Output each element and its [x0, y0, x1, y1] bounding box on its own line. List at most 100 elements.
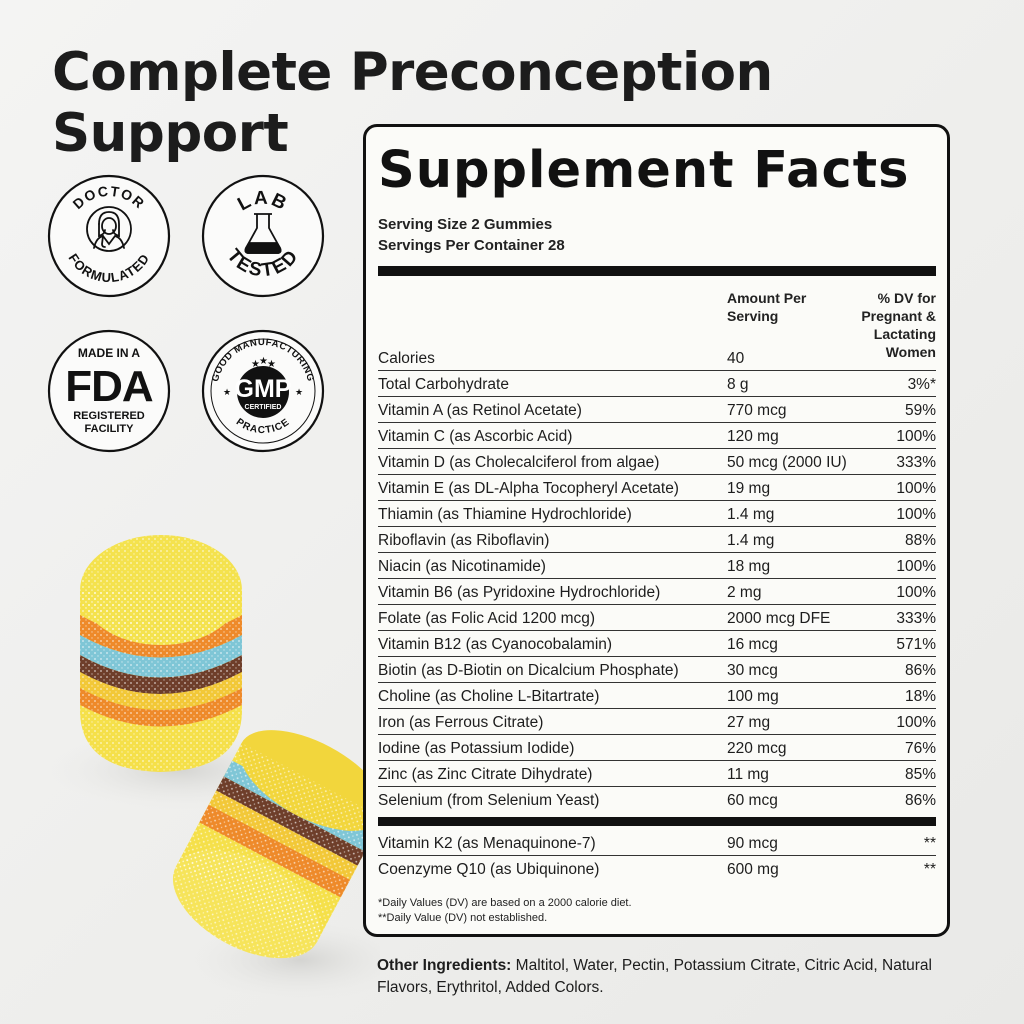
nutrient-dv: 3%* — [907, 376, 936, 393]
nutrient-name: Total Carbohydrate — [378, 376, 509, 393]
nutrient-name: Vitamin E (as DL-Alpha Tocopheryl Acetat… — [378, 480, 679, 497]
nutrient-name: Riboflavin (as Riboflavin) — [378, 532, 550, 549]
nutrient-row: Niacin (as Nicotinamide) 18 mg 100% — [378, 553, 936, 579]
nutrient-amount: 50 mcg (2000 IU) — [727, 454, 847, 471]
badge-fda-bottom2: FACILITY — [85, 423, 135, 435]
nutrient-name: Vitamin K2 (as Menaquinone-7) — [378, 835, 596, 852]
nutrient-amount: 1.4 mg — [727, 506, 775, 523]
page-headline: Complete Preconception Support — [52, 42, 773, 164]
footnote-not-established: **Daily Value (DV) not established. — [378, 912, 548, 924]
nutrient-row: Thiamin (as Thiamine Hydrochloride) 1.4 m… — [378, 501, 936, 527]
nutrient-amount: 19 mg — [727, 480, 771, 497]
nutrient-name: Iodine (as Potassium Iodide) — [378, 740, 575, 757]
nutrient-amount: 27 mg — [727, 714, 771, 731]
nutrient-row: Choline (as Choline L-Bitartrate) 100 mg 1… — [378, 683, 936, 709]
supplement-facts-title: Supplement Facts — [378, 141, 910, 200]
nutrient-table: Calories 40 Total Carbohydrate 8 g 3%* Vitami… — [378, 345, 936, 813]
nutrient-name: Coenzyme Q10 (as Ubiquinone) — [378, 861, 600, 878]
dv-header-line2: Pregnant & — [861, 308, 936, 324]
supplement-facts-panel: Supplement Facts Serving Size 2 Gummies … — [363, 124, 950, 937]
nutrient-dv: 85% — [904, 766, 936, 783]
nutrient-dv: 100% — [896, 506, 936, 523]
nutrient-name: Thiamin (as Thiamine Hydrochloride) — [378, 506, 632, 523]
star-icon: ★ — [295, 387, 303, 397]
nutrient-dv: 100% — [896, 584, 936, 601]
flask-icon — [244, 213, 282, 254]
nutrient-name: Vitamin B12 (as Cyanocobalamin) — [378, 636, 613, 653]
nutrient-dv: ** — [923, 835, 936, 852]
doctor-formulated-badge: DOCTOR FORMULATED — [47, 174, 171, 298]
nutrient-amount: 100 mg — [727, 688, 779, 705]
nutrient-amount: 1.4 mg — [727, 532, 775, 549]
nutrient-amount: 11 mg — [727, 766, 769, 783]
badge-fda-bottom1: REGISTERED — [73, 410, 145, 422]
nutrient-name: Folate (as Folic Acid 1200 mcg) — [378, 610, 596, 627]
nutrient-dv: 18% — [904, 688, 936, 705]
nutrient-name: Niacin (as Nicotinamide) — [378, 558, 546, 575]
nutrient-row: Riboflavin (as Riboflavin) 1.4 mg 88% — [378, 527, 936, 553]
nutrient-dv: ** — [923, 861, 936, 878]
thick-divider — [378, 817, 936, 826]
nutrient-name: Biotin (as D-Biotin on Dicalcium Phospha… — [378, 662, 679, 679]
gmp-seal — [237, 366, 289, 418]
nutrient-amount: 40 — [727, 350, 745, 367]
nutrient-amount: 770 mcg — [727, 402, 787, 419]
nutrient-name: Vitamin C (as Ascorbic Acid) — [378, 428, 573, 445]
nutrient-name: Vitamin B6 (as Pyridoxine Hydrochloride) — [378, 584, 661, 601]
star-icon: ★ — [251, 359, 260, 370]
nutrient-row: Calories 40 — [378, 345, 936, 371]
nutrient-amount: 220 mcg — [727, 740, 787, 757]
nutrient-row: Vitamin D (as Cholecalciferol from algae… — [378, 449, 936, 475]
nutrient-row: Vitamin C (as Ascorbic Acid) 120 mg 100% — [378, 423, 936, 449]
nutrient-row: Iodine (as Potassium Iodide) 220 mcg 76% — [378, 735, 936, 761]
nutrient-dv: 333% — [896, 610, 936, 627]
nutrient-amount: 90 mcg — [727, 835, 778, 852]
nutrient-dv: 76% — [904, 740, 936, 757]
servings-per-container: Servings Per Container 28 — [378, 237, 565, 254]
nutrient-name: Selenium (from Selenium Yeast) — [378, 792, 600, 809]
gummy-tilted — [172, 730, 380, 959]
dv-header: % DV for Pregnant & Lactating Women — [861, 289, 936, 361]
nutrient-name: Vitamin A (as Retinol Acetate) — [378, 402, 582, 419]
nutrient-row: Vitamin A (as Retinol Acetate) 770 mcg 59% — [378, 397, 936, 423]
nutrient-amount: 600 mg — [727, 861, 779, 878]
dv-header-line4: Women — [885, 344, 936, 360]
nutrient-row: Biotin (as D-Biotin on Dicalcium Phospha… — [378, 657, 936, 683]
nutrient-amount: 2000 mcg DFE — [727, 610, 831, 627]
nutrient-dv: 100% — [896, 428, 936, 445]
nutrient-dv: 333% — [896, 454, 936, 471]
nutrient-row: Vitamin K2 (as Menaquinone-7) 90 mcg ** — [378, 830, 936, 856]
footnote-daily-values: *Daily Values (DV) are based on a 2000 c… — [378, 897, 632, 909]
nutrient-row: Coenzyme Q10 (as Ubiquinone) 600 mg ** — [378, 856, 936, 882]
extra-nutrient-table: Vitamin K2 (as Menaquinone-7) 90 mcg ** Coe… — [378, 830, 936, 882]
doctor-icon — [86, 206, 132, 252]
nutrient-dv: 86% — [904, 792, 936, 809]
nutrient-row: Zinc (as Zinc Citrate Dihydrate) 11 mg 85% — [378, 761, 936, 787]
star-icon: ★ — [267, 359, 276, 370]
nutrient-row: Vitamin B6 (as Pyridoxine Hydrochloride)… — [378, 579, 936, 605]
dv-header-line1: % DV for — [877, 290, 936, 306]
nutrient-row: Selenium (from Selenium Yeast) 60 mcg 86% — [378, 787, 936, 813]
badge-fda-mid: FDA — [65, 362, 153, 411]
badge-fda-top: MADE IN A — [78, 346, 141, 360]
nutrient-name: Vitamin D (as Cholecalciferol from algae… — [378, 454, 660, 471]
nutrient-row: Vitamin B12 (as Cyanocobalamin) 16 mcg 571… — [378, 631, 936, 657]
dv-header-line3: Lactating — [873, 326, 936, 342]
badge-gmp-sub: CERTIFIED — [245, 404, 282, 411]
other-ingredients-label: Other Ingredients: — [377, 957, 512, 974]
nutrient-amount: 60 mcg — [727, 792, 778, 809]
nutrient-row: Folate (as Folic Acid 1200 mcg) 2000 mcg … — [378, 605, 936, 631]
nutrient-dv: 571% — [896, 636, 936, 653]
amount-header-line2: Serving — [727, 308, 779, 324]
nutrient-dv: 88% — [904, 532, 936, 549]
nutrient-name: Iron (as Ferrous Citrate) — [378, 714, 544, 731]
nutrient-amount: 16 mcg — [727, 636, 778, 653]
nutrient-dv: 86% — [904, 662, 936, 679]
nutrient-row: Vitamin E (as DL-Alpha Tocopheryl Acetat… — [378, 475, 936, 501]
other-ingredients-text: Maltitol, Water, Pectin, Potassium Citra… — [377, 957, 933, 996]
badge-gmp-mid: GMP — [235, 375, 292, 403]
nutrient-amount: 2 mg — [727, 584, 762, 601]
nutrient-name: Choline (as Choline L-Bitartrate) — [378, 688, 600, 705]
nutrient-name: Calories — [378, 350, 435, 367]
nutrient-amount: 120 mg — [727, 428, 779, 445]
